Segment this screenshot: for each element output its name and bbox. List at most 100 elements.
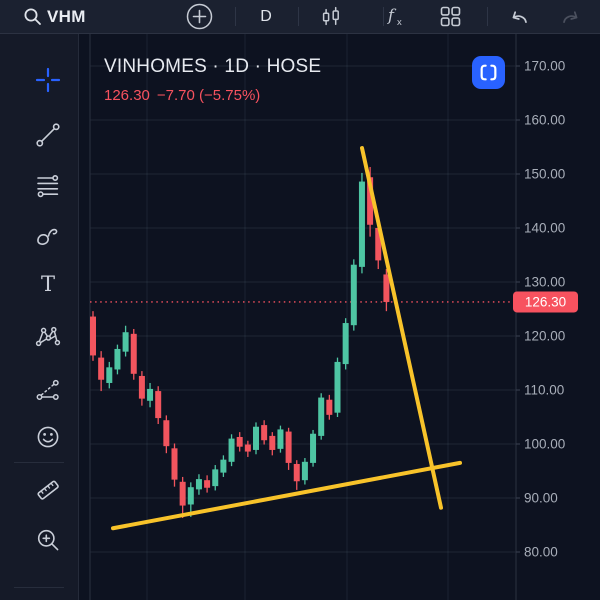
candle-body: [130, 333, 137, 374]
undo-icon: [512, 10, 527, 23]
toolbar-divider: [487, 7, 488, 26]
candle-body: [106, 367, 113, 383]
candle-body: [228, 438, 235, 462]
candle-body: [310, 433, 317, 463]
fib-icon: [37, 174, 59, 198]
tool-trend-line[interactable]: [32, 119, 64, 151]
candle-body: [114, 348, 121, 370]
candle-body: [155, 391, 162, 419]
price-axis-label: 90.00: [524, 491, 558, 506]
candlestick-icon: [322, 6, 339, 25]
candle-body: [147, 388, 154, 401]
symbol-label[interactable]: VHM: [47, 6, 86, 26]
tool-zoom-in[interactable]: [32, 524, 64, 556]
drawing-toolbar: T: [0, 33, 79, 600]
candle-body: [334, 361, 341, 413]
last-price-value: 126.30: [104, 87, 150, 104]
candle-body: [179, 481, 186, 506]
redo-button[interactable]: [554, 0, 588, 33]
tool-forecast[interactable]: [32, 374, 64, 406]
price-change-value: −7.70 (−5.75%): [156, 87, 261, 104]
symbol-search-button[interactable]: [20, 0, 46, 33]
trend-line-icon: [36, 123, 60, 147]
candle-body: [122, 332, 129, 352]
candle-body: [253, 426, 259, 450]
price-axis-label: 80.00: [524, 545, 558, 560]
price-axis-label: 100.00: [524, 437, 565, 452]
tool-crosshair[interactable]: [32, 64, 64, 96]
svg-text:T: T: [41, 272, 55, 296]
candle-body: [261, 425, 268, 441]
price-axis-label: 110.00: [524, 383, 564, 398]
candle-body: [358, 181, 365, 267]
price-axis-label: 130.00: [524, 275, 565, 290]
tool-text[interactable]: T: [32, 268, 64, 300]
svg-text:x: x: [397, 17, 402, 28]
candle-body: [195, 479, 202, 490]
grid-icon: [440, 6, 460, 27]
search-icon: [24, 8, 41, 25]
candle-body: [220, 459, 227, 473]
candle-body: [342, 323, 349, 365]
last-price-badge: [513, 291, 578, 313]
fx-icon: f x: [387, 5, 402, 28]
text-icon: T: [41, 272, 55, 296]
toolbar-divider: [298, 7, 299, 26]
candle-body: [269, 435, 276, 450]
candle-body: [244, 444, 251, 452]
chart-type-button[interactable]: [314, 0, 348, 33]
sidebar-divider: [14, 587, 64, 588]
legend-title[interactable]: VINHOMES · 1D · HOSE: [104, 56, 322, 77]
tool-xabcd-pattern[interactable]: [32, 321, 64, 353]
undo-button[interactable]: [502, 0, 536, 33]
layouts-button[interactable]: [433, 0, 467, 33]
sidebar-divider: [14, 462, 64, 463]
redo-icon: [563, 10, 578, 23]
tool-ruler[interactable]: [32, 474, 64, 506]
svg-text:f: f: [387, 5, 397, 24]
candle-body: [163, 420, 170, 447]
candle-body: [171, 448, 178, 480]
tool-brush[interactable]: [32, 218, 64, 250]
ruler-icon: [37, 480, 59, 500]
fullscreen-button[interactable]: [472, 56, 505, 89]
top-toolbar: VHM D f x: [0, 0, 600, 34]
price-axis-label: 140.00: [524, 221, 565, 236]
indicators-button[interactable]: f x: [379, 0, 413, 33]
candle-body: [301, 461, 308, 481]
chart-legend: VINHOMES · 1D · HOSE 126.30 −7.70 (−5.75%…: [104, 56, 321, 104]
tool-emoji[interactable]: [32, 421, 64, 453]
price-axis-label: 120.00: [524, 329, 565, 344]
add-symbol-button[interactable]: [182, 0, 216, 33]
candle-body: [236, 436, 243, 447]
candle-body: [367, 177, 374, 225]
candle-body: [204, 480, 211, 488]
candle-body: [383, 274, 390, 302]
candle-body: [326, 399, 333, 415]
last-price-badge-text: 126.30: [525, 295, 566, 310]
emoji-icon: [37, 426, 59, 448]
candle-body: [293, 463, 300, 482]
price-axis-label: 150.00: [524, 167, 565, 182]
toolbar-divider: [235, 7, 236, 26]
crosshair-icon: [35, 67, 61, 93]
trendline-steep-resistance: [360, 146, 443, 510]
zoom-in-icon: [37, 529, 59, 551]
plus-circle-icon: [186, 3, 212, 30]
candle-body: [98, 357, 105, 380]
interval-button[interactable]: D: [249, 0, 283, 33]
toolbar-divider: [383, 7, 384, 26]
price-axis-label: 160.00: [524, 113, 565, 128]
candle-body: [318, 397, 325, 436]
candle-body: [277, 429, 284, 449]
candle-body: [212, 469, 219, 487]
trendline-ascending-support: [111, 460, 462, 531]
fullscreen-icon: [480, 64, 497, 81]
candle-body: [187, 487, 194, 505]
brush-icon: [37, 228, 58, 245]
tool-fib-retracement[interactable]: [32, 170, 64, 202]
candle-body: [375, 228, 382, 261]
candle-body: [90, 316, 96, 356]
